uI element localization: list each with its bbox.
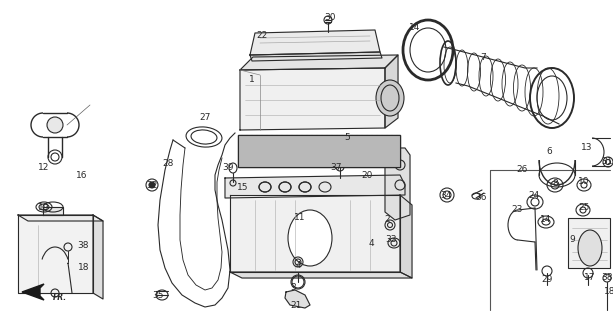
Text: 38: 38 xyxy=(77,242,89,251)
Text: 18: 18 xyxy=(78,263,89,273)
Text: 22: 22 xyxy=(256,30,268,39)
Text: 14: 14 xyxy=(540,215,552,225)
Text: 16: 16 xyxy=(76,171,88,180)
Text: 35: 35 xyxy=(152,291,164,300)
Text: 38: 38 xyxy=(601,274,613,283)
Polygon shape xyxy=(225,175,405,198)
Ellipse shape xyxy=(578,230,602,266)
Text: 10: 10 xyxy=(578,178,590,187)
Text: 4: 4 xyxy=(368,238,374,247)
Ellipse shape xyxy=(149,182,155,188)
Text: 7: 7 xyxy=(480,53,486,62)
Text: 14: 14 xyxy=(409,23,421,33)
Polygon shape xyxy=(230,195,400,272)
Ellipse shape xyxy=(47,117,63,133)
Polygon shape xyxy=(385,55,398,128)
Text: 33: 33 xyxy=(385,236,397,244)
Text: FR.: FR. xyxy=(53,293,67,302)
Polygon shape xyxy=(285,290,310,308)
Text: 18: 18 xyxy=(604,287,613,297)
Text: 30: 30 xyxy=(324,13,336,22)
Polygon shape xyxy=(43,207,63,215)
Text: 36: 36 xyxy=(475,193,487,202)
Text: 24: 24 xyxy=(528,191,539,201)
Polygon shape xyxy=(18,215,93,293)
Polygon shape xyxy=(250,52,382,61)
Polygon shape xyxy=(400,195,412,278)
Text: 31: 31 xyxy=(601,157,613,166)
Text: 29: 29 xyxy=(541,276,553,284)
Text: 39: 39 xyxy=(223,164,234,172)
Text: 3: 3 xyxy=(290,283,296,292)
Text: 23: 23 xyxy=(511,204,523,213)
Bar xyxy=(568,218,610,268)
Text: 21: 21 xyxy=(291,301,302,310)
Text: 26: 26 xyxy=(516,165,528,174)
Text: 5: 5 xyxy=(344,133,350,142)
Text: 13: 13 xyxy=(581,142,593,151)
Polygon shape xyxy=(250,30,380,55)
Text: 9: 9 xyxy=(569,236,575,244)
Text: 37: 37 xyxy=(330,163,342,172)
Text: 17: 17 xyxy=(584,274,596,283)
Text: 6: 6 xyxy=(546,148,552,156)
Text: 32: 32 xyxy=(147,180,158,189)
Polygon shape xyxy=(385,148,410,220)
Bar xyxy=(238,135,400,167)
Ellipse shape xyxy=(288,210,332,266)
Text: 2: 2 xyxy=(384,215,390,225)
Text: 20: 20 xyxy=(361,172,373,180)
Text: 11: 11 xyxy=(294,213,306,222)
Polygon shape xyxy=(230,272,412,278)
Polygon shape xyxy=(93,215,103,299)
Text: 28: 28 xyxy=(162,158,173,167)
Text: 12: 12 xyxy=(38,164,50,172)
Polygon shape xyxy=(18,215,103,221)
Text: 25: 25 xyxy=(578,203,590,212)
Text: 19: 19 xyxy=(38,204,50,212)
Text: 27: 27 xyxy=(199,114,211,123)
Text: 34: 34 xyxy=(440,190,452,199)
Polygon shape xyxy=(22,284,44,300)
Polygon shape xyxy=(240,68,385,130)
Bar xyxy=(238,135,400,167)
Text: 4: 4 xyxy=(295,260,301,269)
Polygon shape xyxy=(240,55,398,70)
Text: 8: 8 xyxy=(552,179,558,188)
Ellipse shape xyxy=(376,80,404,116)
Text: 1: 1 xyxy=(249,76,255,84)
Text: 15: 15 xyxy=(237,182,249,191)
